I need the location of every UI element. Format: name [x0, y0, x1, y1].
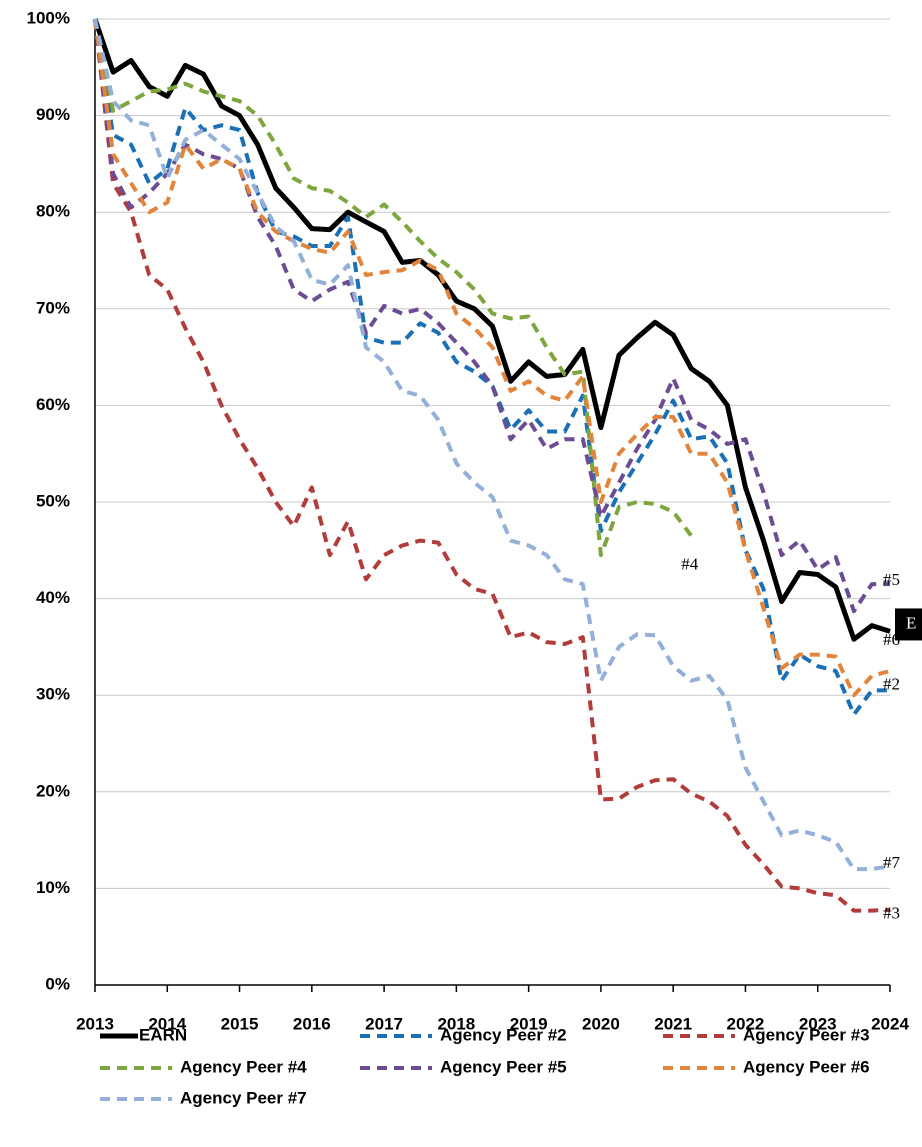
y-tick-label: 70% [36, 298, 70, 317]
end-label: #6 [883, 630, 900, 649]
y-tick-label: 100% [27, 8, 70, 27]
end-label: #5 [883, 570, 900, 589]
x-tick-label: 2022 [727, 1014, 765, 1033]
series-line [93, 18, 890, 717]
x-tick-label: 2024 [871, 1014, 909, 1033]
end-label: #3 [883, 904, 900, 923]
y-tick-label: 80% [36, 202, 70, 221]
x-tick-label: 2016 [293, 1014, 331, 1033]
x-tick-label: 2013 [76, 1014, 114, 1033]
y-tick-label: 90% [36, 105, 70, 124]
x-tick-label: 2023 [799, 1014, 837, 1033]
y-tick-label: 30% [36, 685, 70, 704]
series-line [93, 18, 891, 872]
legend-label: Agency Peer #7 [180, 1088, 307, 1107]
end-label: E [906, 613, 916, 632]
legend-label: Agency Peer #2 [440, 1025, 567, 1044]
end-label: #2 [883, 674, 900, 693]
series-line [93, 18, 891, 913]
legend-label: Agency Peer #3 [743, 1025, 870, 1044]
end-label-box [895, 608, 922, 641]
x-tick-label: 2020 [582, 1014, 620, 1033]
y-tick-label: 40% [36, 588, 70, 607]
y-tick-label: 60% [36, 395, 70, 414]
legend-label: Agency Peer #5 [440, 1057, 567, 1076]
x-tick-label: 2018 [437, 1014, 475, 1033]
x-tick-label: 2021 [654, 1014, 692, 1033]
end-label: #7 [883, 853, 901, 872]
series-line [92, 18, 891, 642]
series-line [93, 18, 891, 698]
end-label: #4 [681, 555, 699, 574]
x-tick-label: 2014 [148, 1014, 186, 1033]
series-line [93, 18, 693, 558]
y-tick-label: 20% [36, 781, 70, 800]
legend-label: EARN [139, 1025, 187, 1044]
legend-label: Agency Peer #6 [743, 1057, 870, 1076]
x-tick-label: 2017 [365, 1014, 403, 1033]
y-tick-label: 50% [36, 491, 70, 510]
x-tick-label: 2019 [510, 1014, 548, 1033]
y-tick-label: 0% [45, 974, 70, 993]
legend-label: Agency Peer #4 [180, 1057, 307, 1076]
y-tick-label: 10% [36, 878, 70, 897]
x-tick-label: 2015 [221, 1014, 259, 1033]
